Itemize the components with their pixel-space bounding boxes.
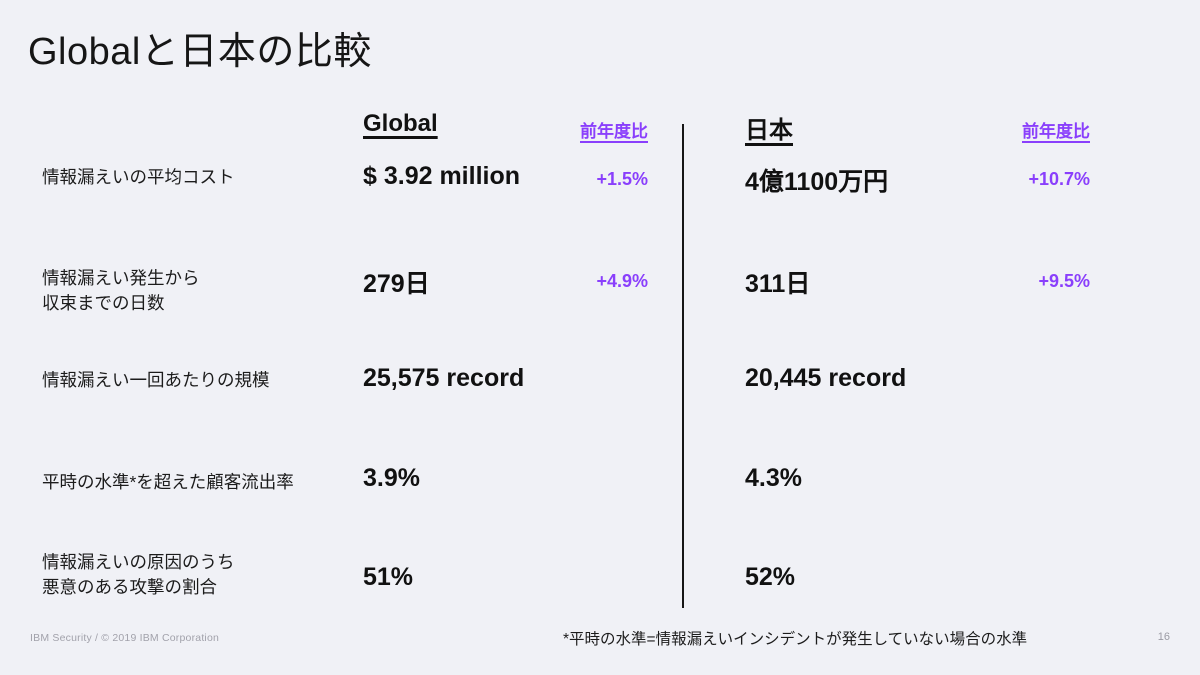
column-header-japan-yoy: 前年度比: [1022, 122, 1090, 141]
japan-churn-value: 4.3%: [745, 464, 802, 492]
footer-copyright: IBM Security / © 2019 IBM Corporation: [30, 632, 220, 644]
japan-records-value: 20,445 record: [745, 364, 907, 392]
column-divider-line: [682, 124, 684, 608]
page-number: 16: [1157, 631, 1170, 643]
japan-days-yoy: +9.5%: [1038, 271, 1090, 291]
row-label-line2: 収束までの日数: [42, 293, 165, 313]
row-label-breach-scale: 情報漏えい一回あたりの規模: [42, 370, 270, 390]
japan-average-cost-value: 4億1100万円: [745, 168, 889, 196]
japan-days-value: 311日: [745, 270, 811, 298]
row-label-churn-rate: 平時の水準*を超えた顧客流出率: [42, 472, 294, 492]
japan-average-cost-yoy: +10.7%: [1028, 169, 1090, 189]
column-header-global: Global: [363, 110, 438, 137]
column-header-japan: 日本: [745, 117, 793, 144]
row-label-line2: 悪意のある攻撃の割合: [42, 577, 217, 597]
row-label-average-cost: 情報漏えいの平均コスト: [42, 167, 235, 187]
page-title: Globalと日本の比較: [28, 31, 372, 73]
global-records-value: 25,575 record: [363, 364, 525, 392]
column-header-global-yoy: 前年度比: [580, 122, 648, 141]
row-label-days-to-containment: 情報漏えい発生から 収束までの日数: [42, 266, 357, 316]
global-average-cost-value: $ 3.92 million: [363, 162, 521, 190]
footnote-text: *平時の水準=情報漏えいインシデントが発生していない場合の水準: [563, 631, 1028, 648]
japan-malicious-value: 52%: [745, 563, 796, 591]
global-days-value: 279日: [363, 270, 430, 298]
global-malicious-value: 51%: [363, 563, 414, 591]
row-label-malicious-attack-share: 情報漏えいの原因のうち 悪意のある攻撃の割合: [42, 550, 357, 600]
row-label-line1: 情報漏えいの原因のうち: [42, 552, 235, 572]
global-average-cost-yoy: +1.5%: [596, 169, 648, 189]
global-days-yoy: +4.9%: [596, 271, 648, 291]
global-churn-value: 3.9%: [363, 464, 420, 492]
row-label-line1: 情報漏えい発生から: [42, 268, 200, 288]
